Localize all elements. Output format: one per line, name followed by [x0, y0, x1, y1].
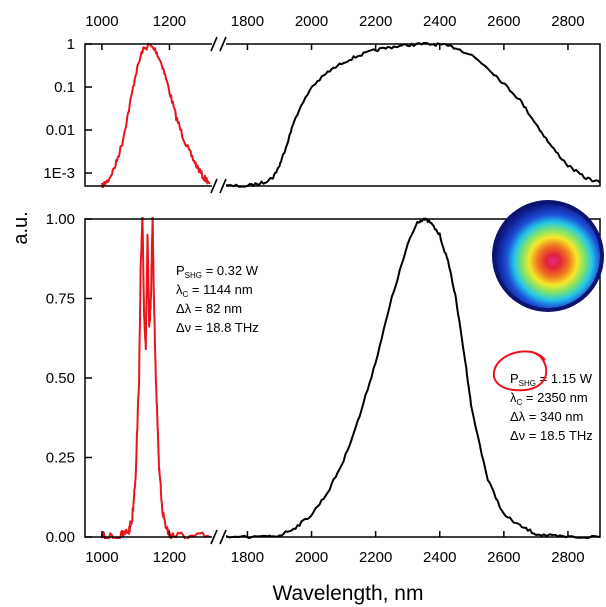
top-x-tick-label: 1000	[85, 13, 118, 30]
annotation-line: PSHG = 1.15 W	[510, 371, 593, 388]
top-y-tick-label: 0.1	[54, 79, 75, 96]
annotation-line: Δλ = 82 nm	[176, 301, 242, 316]
bottom-y-tick-label: 1.00	[46, 211, 75, 228]
axis-break-mark	[210, 529, 218, 545]
annotation-line: Δν = 18.5 THz	[510, 428, 593, 443]
bottom-x-tick-label: 2600	[487, 549, 520, 566]
bottom-y-tick-label: 0.00	[46, 529, 75, 546]
beam-profile-inset	[492, 200, 604, 312]
annotation-line: Δλ = 340 nm	[510, 409, 583, 424]
bottom-y-tick-label: 0.75	[46, 291, 75, 308]
top-x-tick-label: 2600	[487, 13, 520, 30]
bottom-x-tick-label: 2200	[359, 549, 392, 566]
annotation-line: λC = 1144 nm	[176, 282, 253, 299]
bottom-x-tick-label: 2400	[423, 549, 456, 566]
annotation-line: PSHG = 0.32 W	[176, 263, 259, 280]
top-panel-frame	[84, 43, 601, 187]
axis-break-mark	[219, 178, 227, 194]
beam-profile-spot	[496, 204, 600, 308]
bottom-x-tick-label: 1000	[85, 549, 118, 566]
annotation-line: Δν = 18.8 THz	[176, 320, 259, 335]
top-x-tick-label: 1200	[153, 13, 186, 30]
top-x-tick-label: 2000	[295, 13, 328, 30]
bottom-y-tick-label: 0.50	[46, 370, 75, 387]
top-red-spectrum-line	[100, 42, 211, 188]
bottom-x-tick-label: 2800	[551, 549, 584, 566]
top-black-spectrum-line	[224, 42, 600, 188]
top-panel-plot-area	[100, 42, 600, 188]
bottom-y-tick-label: 0.25	[46, 450, 75, 467]
axis-break-mark	[210, 178, 218, 194]
y-axis-title: a.u.	[10, 211, 32, 244]
bottom-red-spectrum-line	[100, 217, 211, 539]
top-x-tick-label: 2400	[423, 13, 456, 30]
top-x-tick-label: 2800	[551, 13, 584, 30]
top-y-tick-label: 1E-3	[43, 165, 75, 182]
top-x-tick-label: 1800	[231, 13, 264, 30]
top-x-tick-label: 2200	[359, 13, 392, 30]
annotation-line: λC = 2350 nm	[510, 390, 588, 407]
axis-break-mark	[210, 36, 218, 52]
bottom-x-tick-label: 1200	[153, 549, 186, 566]
bottom-x-tick-label: 1800	[231, 549, 264, 566]
x-axis-title: Wavelength, nm	[273, 582, 424, 605]
axis-break-mark	[219, 529, 227, 545]
axis-break-mark	[219, 36, 227, 52]
top-y-tick-label: 0.01	[46, 122, 75, 139]
top-y-tick-label: 1	[67, 36, 75, 53]
bottom-x-tick-label: 2000	[295, 549, 328, 566]
highlight-circle-mark	[493, 350, 548, 392]
